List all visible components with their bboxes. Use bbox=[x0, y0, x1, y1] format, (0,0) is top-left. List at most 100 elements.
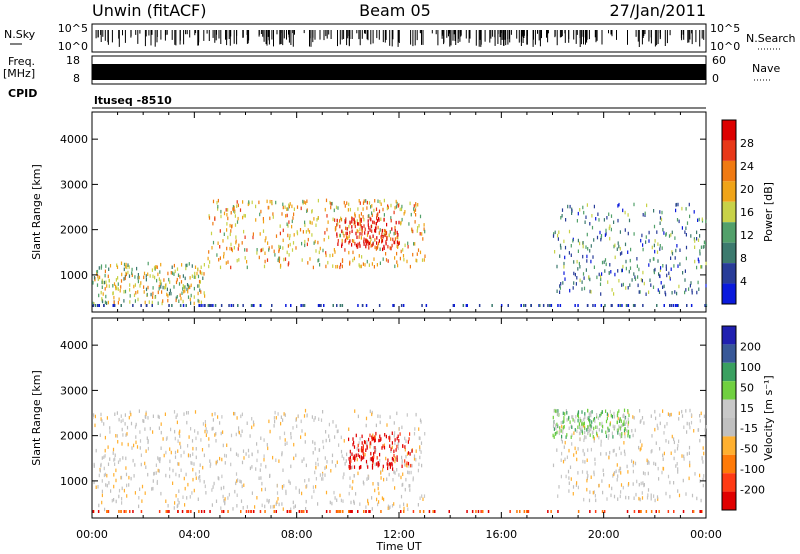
data-cell bbox=[568, 481, 570, 485]
data-cell bbox=[677, 443, 679, 448]
data-cell bbox=[381, 228, 383, 233]
data-cell bbox=[699, 252, 701, 256]
data-cell bbox=[174, 436, 176, 441]
data-cell bbox=[367, 242, 369, 246]
data-cell bbox=[315, 461, 317, 466]
data-cell bbox=[702, 460, 704, 464]
nsky-bar bbox=[575, 30, 577, 44]
data-cell bbox=[225, 454, 227, 458]
data-cell bbox=[132, 458, 134, 463]
freq-tick-top: 18 bbox=[66, 54, 80, 67]
data-cell bbox=[147, 446, 149, 451]
data-cell bbox=[569, 465, 572, 469]
data-cell bbox=[140, 453, 142, 457]
data-cell bbox=[586, 470, 588, 475]
data-cell bbox=[579, 431, 581, 435]
nsky-bar bbox=[539, 30, 541, 47]
data-cell bbox=[326, 214, 328, 218]
ground-scatter-cell bbox=[303, 510, 305, 513]
data-cell bbox=[235, 432, 237, 437]
data-cell bbox=[305, 230, 307, 234]
data-cell bbox=[325, 251, 327, 255]
data-cell bbox=[569, 204, 571, 209]
data-cell bbox=[159, 281, 161, 285]
data-cell bbox=[360, 465, 362, 469]
data-cell bbox=[656, 423, 658, 428]
data-cell bbox=[414, 427, 416, 431]
colorbar-tick-label: -50 bbox=[740, 443, 758, 456]
nsky-bar bbox=[171, 30, 173, 40]
data-cell bbox=[631, 459, 633, 463]
data-cell bbox=[609, 409, 611, 414]
data-cell bbox=[666, 273, 668, 278]
data-cell bbox=[151, 300, 153, 305]
data-cell bbox=[602, 468, 604, 473]
data-cell bbox=[209, 260, 211, 264]
data-cell bbox=[352, 442, 354, 447]
data-cell bbox=[420, 450, 422, 454]
data-cell bbox=[112, 284, 114, 288]
ground-scatter-cell bbox=[259, 510, 262, 513]
data-cell bbox=[145, 274, 147, 278]
data-cell bbox=[583, 497, 585, 502]
data-cell bbox=[229, 232, 231, 237]
data-cell bbox=[113, 300, 115, 305]
data-cell bbox=[668, 271, 670, 276]
data-cell bbox=[376, 497, 378, 502]
data-cell bbox=[387, 506, 389, 510]
data-cell bbox=[586, 487, 588, 492]
data-cell bbox=[359, 502, 361, 506]
data-cell bbox=[684, 290, 686, 295]
nsky-bar bbox=[683, 30, 685, 40]
data-cell bbox=[557, 412, 559, 416]
data-cell bbox=[667, 412, 669, 416]
data-cell bbox=[192, 477, 194, 482]
data-cell bbox=[143, 275, 145, 280]
data-cell bbox=[669, 413, 671, 418]
data-cell bbox=[619, 246, 621, 251]
data-cell bbox=[354, 456, 356, 461]
data-cell bbox=[125, 456, 127, 461]
data-cell bbox=[600, 234, 603, 238]
data-cell bbox=[655, 416, 657, 421]
data-cell bbox=[305, 201, 307, 205]
data-cell bbox=[615, 469, 617, 474]
data-cell bbox=[116, 286, 118, 290]
data-cell bbox=[347, 208, 349, 212]
data-cell bbox=[640, 446, 642, 451]
data-cell bbox=[556, 409, 558, 413]
ground-scatter-cell bbox=[523, 304, 525, 307]
data-cell bbox=[182, 287, 184, 291]
data-cell bbox=[586, 458, 588, 462]
data-cell bbox=[392, 458, 394, 462]
nsky-bar bbox=[585, 30, 586, 45]
data-cell bbox=[106, 301, 108, 305]
data-cell bbox=[668, 234, 671, 238]
data-cell bbox=[228, 492, 230, 497]
data-cell bbox=[618, 424, 620, 429]
data-cell bbox=[588, 429, 590, 434]
data-cell bbox=[353, 221, 355, 226]
data-cell bbox=[211, 488, 213, 492]
data-cell bbox=[127, 442, 129, 447]
data-cell bbox=[365, 423, 367, 428]
data-cell bbox=[125, 272, 127, 277]
data-cell bbox=[337, 239, 339, 243]
data-cell bbox=[214, 433, 216, 437]
ground-scatter-cell bbox=[240, 510, 242, 513]
data-cell bbox=[355, 492, 357, 496]
nsky-bar bbox=[522, 30, 524, 43]
data-cell bbox=[370, 244, 372, 248]
data-cell bbox=[344, 204, 346, 208]
colorbar-segment bbox=[722, 160, 736, 182]
data-cell bbox=[343, 439, 345, 443]
data-cell bbox=[114, 462, 116, 466]
data-cell bbox=[418, 462, 420, 467]
colorbar-segment bbox=[722, 326, 736, 345]
data-cell bbox=[615, 453, 617, 457]
nsky-bar bbox=[280, 30, 282, 45]
nsky-bar bbox=[392, 30, 394, 40]
data-cell bbox=[415, 213, 417, 217]
ground-scatter-cell bbox=[638, 510, 640, 513]
data-cell bbox=[681, 206, 683, 211]
